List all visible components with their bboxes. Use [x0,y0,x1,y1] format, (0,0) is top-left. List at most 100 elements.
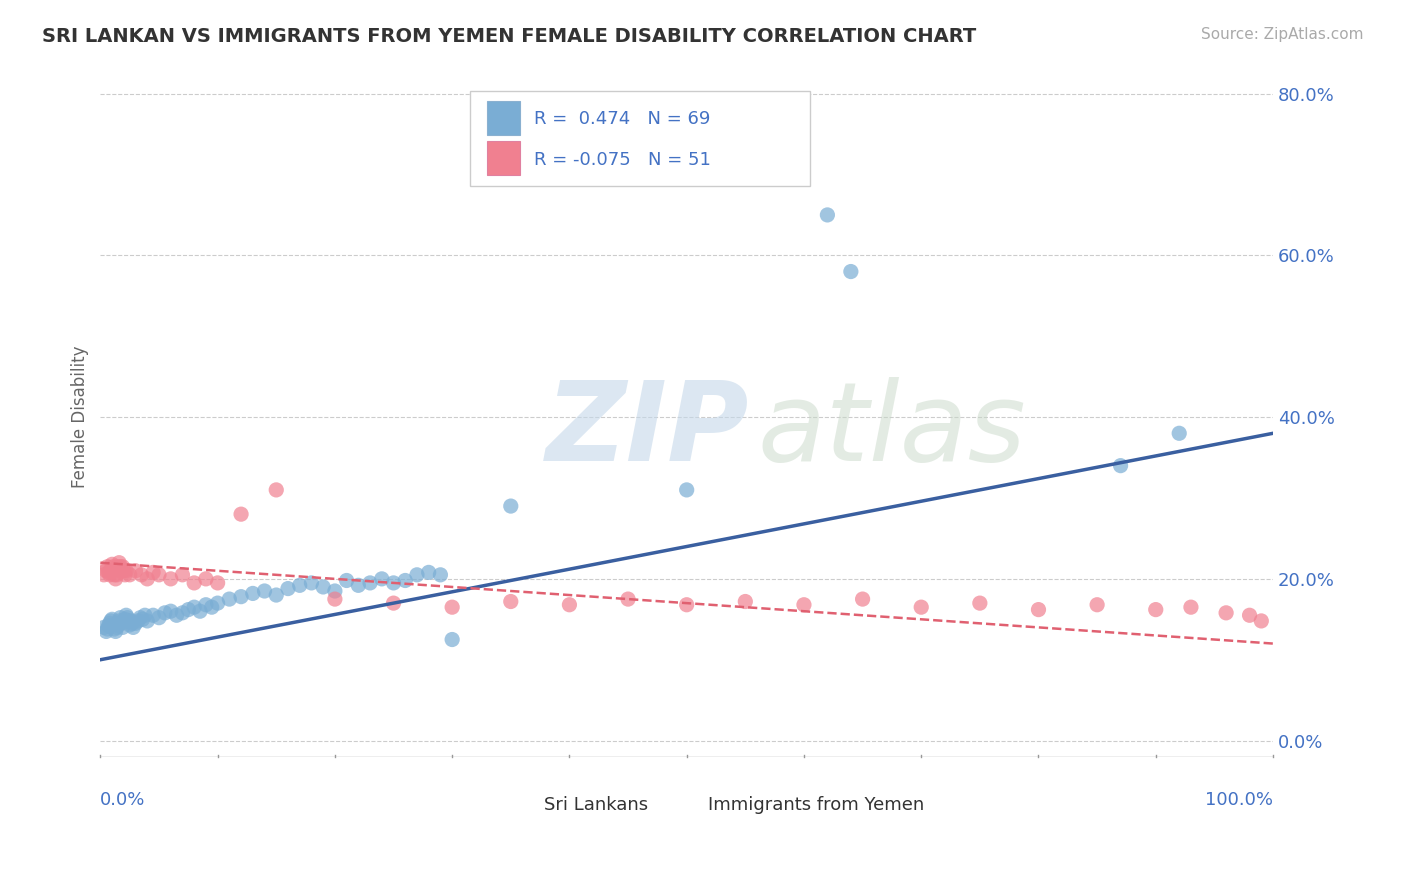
Point [129,610,152,624]
Point [148,567,170,582]
Text: Sri Lankans: Sri Lankans [544,796,648,814]
Point [229,507,252,521]
Text: R =  0.474   N = 69: R = 0.474 N = 69 [534,110,710,128]
Point [675,598,697,612]
Point [382,575,405,590]
Point [117,614,139,628]
Point [107,618,129,632]
Point [103,567,125,582]
Point [96,624,118,639]
Point [110,616,132,631]
Point [207,575,229,590]
Point [121,616,143,631]
Point [142,608,165,623]
Point [418,566,440,580]
Point [172,567,194,582]
Point [1144,602,1167,616]
Point [100,614,122,628]
Point [122,620,145,634]
Bar [488,101,520,136]
Point [207,596,229,610]
Point [188,604,211,618]
Point [124,616,146,631]
Text: SRI LANKAN VS IMMIGRANTS FROM YEMEN FEMALE DISABILITY CORRELATION CHART: SRI LANKAN VS IMMIGRANTS FROM YEMEN FEMA… [42,27,976,45]
Point [1250,614,1272,628]
Point [288,578,311,592]
Point [183,600,205,615]
Point [104,572,127,586]
Point [112,564,135,578]
Point [406,567,429,582]
Point [359,575,381,590]
Point [101,612,124,626]
Point [264,483,287,497]
Point [114,612,136,626]
Point [323,584,346,599]
Bar [510,796,537,814]
Text: Source: ZipAtlas.com: Source: ZipAtlas.com [1201,27,1364,42]
Point [115,564,138,578]
Point [159,604,181,618]
Point [96,559,118,574]
Bar [675,796,700,814]
Point [108,556,131,570]
Point [371,572,394,586]
Point [323,592,346,607]
Point [93,620,115,634]
Bar [488,141,520,175]
Point [839,264,862,278]
Point [124,564,146,578]
Point [229,590,252,604]
Point [336,574,359,588]
Text: R = -0.075   N = 51: R = -0.075 N = 51 [534,151,711,169]
Point [815,208,838,222]
Text: Immigrants from Yemen: Immigrants from Yemen [707,796,924,814]
Point [617,592,640,607]
Point [96,564,118,578]
Point [117,610,139,624]
Point [910,600,932,615]
Point [136,614,159,628]
Point [114,567,136,582]
Point [110,564,132,578]
Point [103,618,125,632]
Point [111,620,134,634]
Point [97,619,120,633]
Point [166,608,188,623]
Point [136,572,159,586]
Point [142,566,165,580]
Point [441,600,464,615]
Point [1239,608,1261,623]
Point [183,575,205,590]
Point [242,586,264,600]
Point [120,614,142,628]
Point [969,596,991,610]
Point [105,567,128,582]
Point [93,567,115,582]
Text: 100.0%: 100.0% [1205,791,1272,809]
Point [118,567,141,582]
Point [793,598,815,612]
Point [101,558,124,572]
FancyBboxPatch shape [470,91,810,186]
Point [104,624,127,639]
Point [134,608,156,623]
Point [301,575,323,590]
Point [499,594,522,608]
Point [131,612,153,626]
Point [112,614,135,628]
Y-axis label: Female Disability: Female Disability [72,346,89,488]
Point [96,622,118,636]
Text: atlas: atlas [756,377,1025,484]
Point [429,567,451,582]
Point [111,559,134,574]
Point [194,598,217,612]
Text: ZIP: ZIP [546,377,749,484]
Point [1168,426,1191,441]
Point [159,572,181,586]
Point [734,594,756,608]
Point [1180,600,1202,615]
Point [98,567,121,582]
Point [382,596,405,610]
Point [253,584,276,599]
